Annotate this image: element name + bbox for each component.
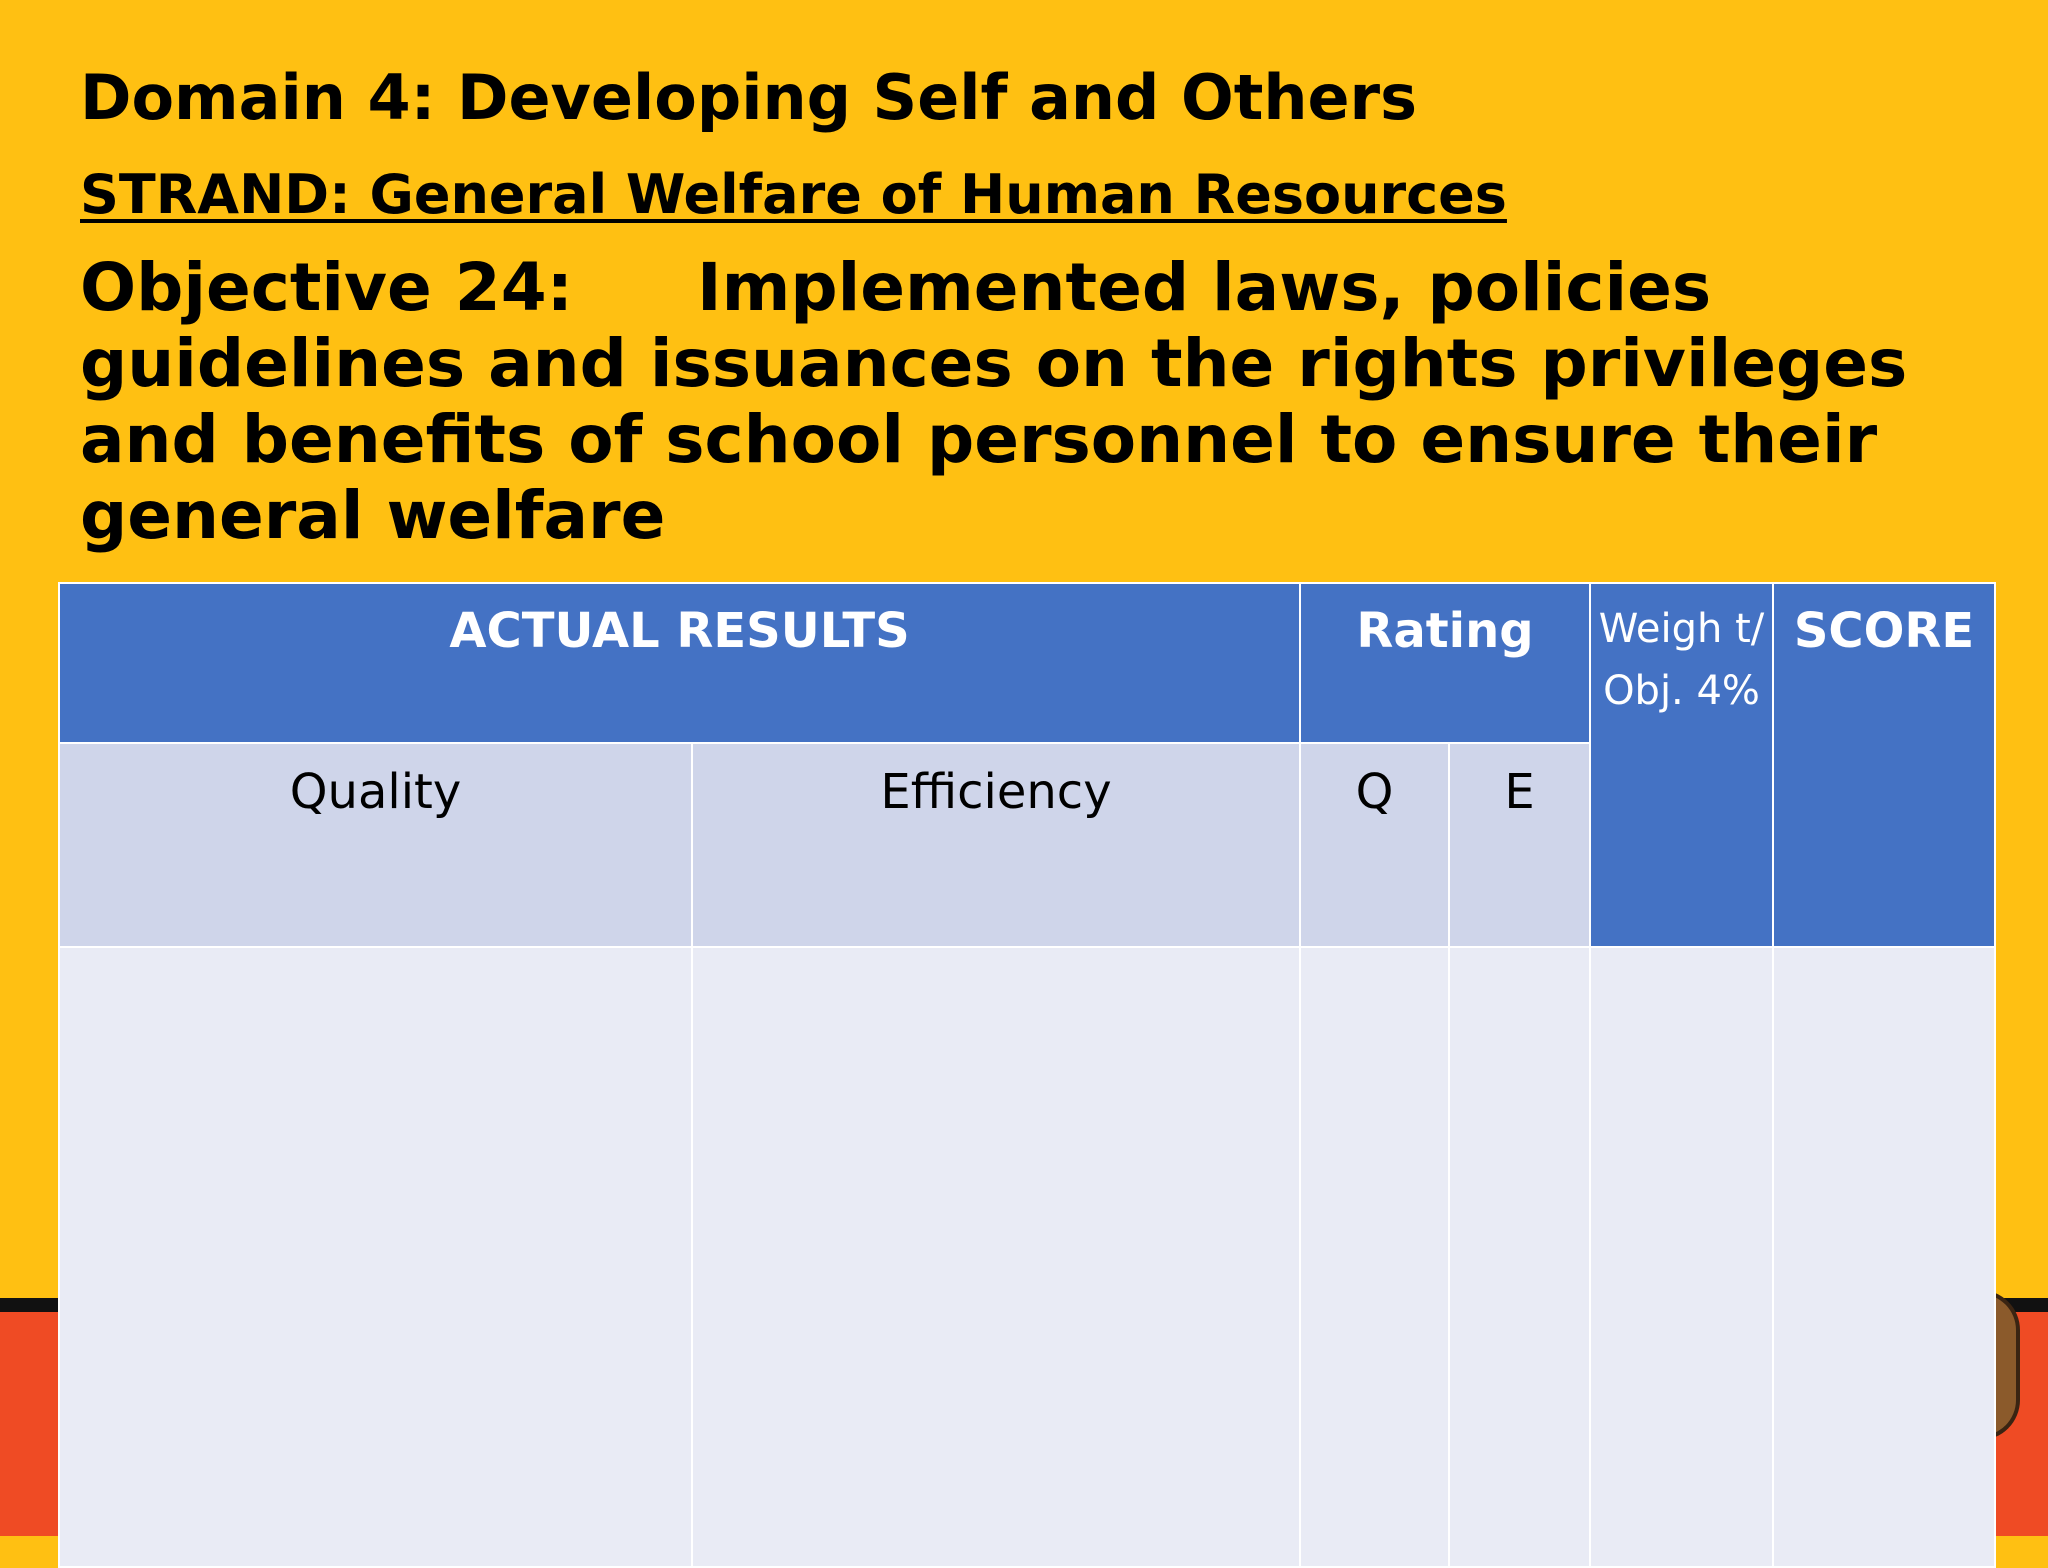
header-actual-results: ACTUAL RESULTS [58,582,1301,744]
domain-title: Domain 4: Developing Self and Others [80,61,1418,134]
cell-q[interactable] [1299,946,1450,1568]
objective-label: Objective 24: [80,249,574,326]
objective-text: Implemented laws, policies guidelines an… [80,249,1908,554]
header-score: SCORE [1772,582,1996,948]
cell-e[interactable] [1448,946,1591,1568]
table-row [58,946,1996,1568]
cell-quality[interactable] [58,946,693,1568]
subheader-e: E [1448,742,1591,948]
rating-table: ACTUAL RESULTS Rating Weigh t/ Obj. 4% S… [58,582,1996,1568]
subheader-q: Q [1299,742,1450,948]
table-header-row: ACTUAL RESULTS Rating Weigh t/ Obj. 4% S… [58,582,1996,948]
strand-title: STRAND: General Welfare of Human Resourc… [80,163,1507,226]
table-subheader-row: Quality Efficiency Q E [58,742,1995,948]
cell-score[interactable] [1772,946,1996,1568]
cell-weight[interactable] [1589,946,1774,1568]
header-rating: Rating [1299,582,1591,744]
subheader-quality: Quality [58,742,693,948]
objective-heading: Objective 24: Implemented laws, policies … [80,250,1980,554]
header-weight: Weigh t/ Obj. 4% [1589,582,1774,948]
cell-efficiency[interactable] [691,946,1301,1568]
subheader-efficiency: Efficiency [691,742,1301,948]
